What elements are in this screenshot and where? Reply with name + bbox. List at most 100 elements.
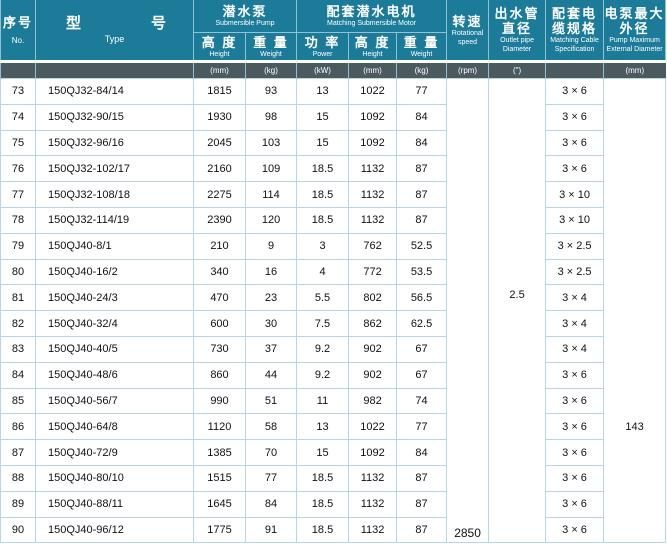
unit: (mm) xyxy=(603,60,666,79)
cell-power: 13 xyxy=(296,413,350,441)
header-pump: 潜水泵 Submersible Pump xyxy=(192,0,298,33)
header-type: 型号 Type xyxy=(35,0,194,62)
cell-pump-weight: 44 xyxy=(244,361,298,389)
cell-pump-weight: 77 xyxy=(244,464,298,492)
cell-no: 75 xyxy=(0,129,36,157)
cell-power: 9.2 xyxy=(296,361,350,389)
cell-type: 150QJ40-8/1 xyxy=(35,232,194,260)
header-motor-height: 高 度 Height xyxy=(348,32,398,62)
cell-cable: 3 × 6 xyxy=(545,439,605,466)
header-no: 序号 No. xyxy=(0,0,36,62)
cell-motor-height: 1132 xyxy=(348,464,398,492)
cell-power: 5.5 xyxy=(296,284,350,312)
cell-motor-weight: 84 xyxy=(396,103,448,131)
cell-pump-height: 860 xyxy=(193,361,246,389)
header-power: 功 率 Power xyxy=(296,32,350,62)
cell-type: 150QJ32-84/14 xyxy=(35,78,194,105)
cell-cable: 3 × 4 xyxy=(545,310,605,337)
table-row: 84 150QJ40-48/6 860 44 9.2 902 67 3 × 6 xyxy=(0,361,666,389)
cell-motor-height: 1132 xyxy=(348,155,398,183)
cell-pump-weight: 98 xyxy=(244,103,298,131)
header-cable: 配套电缆规格 Matching Cable Specification xyxy=(545,0,605,62)
cell-motor-weight: 67 xyxy=(396,335,448,363)
header-pump-weight: 重 量 Weight xyxy=(244,32,298,62)
cell-pump-height: 1815 xyxy=(193,78,246,105)
cell-pump-weight: 70 xyxy=(244,439,298,466)
cell-power: 15 xyxy=(296,129,350,157)
cell-type: 150QJ40-48/6 xyxy=(35,361,194,389)
cell-cable: 3 × 6 xyxy=(545,490,605,518)
cell-cable: 3 × 2.5 xyxy=(545,232,605,260)
cell-power: 18.5 xyxy=(296,464,350,492)
cell-type: 150QJ40-40/5 xyxy=(35,335,194,363)
cell-no: 89 xyxy=(0,490,36,518)
cell-type: 150QJ40-64/8 xyxy=(35,413,194,441)
cell-power: 18.5 xyxy=(296,155,350,183)
cell-motor-height: 902 xyxy=(348,361,398,389)
cell-pump-weight: 93 xyxy=(244,78,298,105)
cell-power: 18.5 xyxy=(296,516,350,544)
cell-no: 81 xyxy=(0,284,36,312)
header-pump-height: 高 度 Height xyxy=(193,32,246,62)
cell-speed: 2850 xyxy=(446,77,490,544)
unit: (kW) xyxy=(296,60,349,79)
cell-power: 11 xyxy=(296,387,350,415)
cell-pump-weight: 9 xyxy=(244,232,298,260)
cell-type: 150QJ32-108/18 xyxy=(35,181,194,208)
table-row: 83 150QJ40-40/5 730 37 9.2 902 67 3 × 4 xyxy=(0,335,666,363)
cell-cable: 3 × 2.5 xyxy=(545,258,605,286)
cell-motor-height: 1092 xyxy=(348,439,398,466)
unit: (kg) xyxy=(396,60,447,79)
cell-pump-weight: 37 xyxy=(244,335,298,363)
cell-power: 18.5 xyxy=(296,181,350,208)
cell-power: 3 xyxy=(296,232,350,260)
table-row: 88 150QJ40-80/10 1515 77 18.5 1132 87 3 × 6 xyxy=(0,464,666,492)
cell-power: 15 xyxy=(296,103,350,131)
cell-no: 82 xyxy=(0,310,36,337)
cell-motor-height: 772 xyxy=(348,258,398,286)
table-row: 73 150QJ32-84/14 1815 93 13 1022 77 2850 2.5 3 × … xyxy=(0,77,667,544)
cell-power: 15 xyxy=(296,439,350,466)
cell-motor-weight: 52.5 xyxy=(396,232,448,260)
cell-type: 150QJ40-80/10 xyxy=(35,464,194,492)
cell-pump-height: 1120 xyxy=(193,413,246,441)
cell-pump-weight: 109 xyxy=(244,155,298,183)
cell-outlet: 2.5 xyxy=(488,77,547,544)
cell-pump-weight: 51 xyxy=(244,387,298,415)
cell-pump-weight: 30 xyxy=(244,310,298,337)
cell-pump-weight: 23 xyxy=(244,284,298,312)
cell-cable: 3 × 6 xyxy=(545,78,605,105)
units-row: (mm) (kg) (kW) (mm) (kg) (rpm) (") (mm) xyxy=(0,60,666,79)
header-motor-weight: 重 量 Weight xyxy=(396,32,448,62)
cell-pump-height: 730 xyxy=(193,335,246,363)
cell-cable: 3 × 4 xyxy=(545,284,605,312)
cell-pump-height: 2275 xyxy=(193,181,246,208)
cell-pump-weight: 103 xyxy=(244,129,298,157)
cell-no: 83 xyxy=(0,335,36,363)
table-row: 85 150QJ40-56/7 990 51 11 982 74 3 × 6 xyxy=(0,387,666,415)
cell-type: 150QJ32-90/15 xyxy=(35,103,194,131)
cell-type: 150QJ40-88/11 xyxy=(35,490,194,518)
cell-no: 73 xyxy=(0,78,36,105)
cell-cable: 3 × 6 xyxy=(545,464,605,492)
cell-power: 13 xyxy=(296,78,350,105)
cell-motor-height: 862 xyxy=(348,310,398,337)
cell-motor-weight: 53.5 xyxy=(396,258,448,286)
cell-power: 18.5 xyxy=(296,490,350,518)
cell-pump-height: 1645 xyxy=(193,490,246,518)
cell-pump-height: 340 xyxy=(193,258,246,286)
cell-type: 150QJ32-96/16 xyxy=(35,129,194,157)
cell-no: 90 xyxy=(0,516,36,544)
cell-motor-height: 902 xyxy=(348,335,398,363)
cell-motor-weight: 74 xyxy=(396,387,448,415)
table-row: 74 150QJ32-90/15 1930 98 15 1092 84 3 × 6 xyxy=(0,103,666,131)
cell-no: 84 xyxy=(0,361,36,389)
cell-cable: 3 × 10 xyxy=(545,206,605,234)
cell-motor-weight: 56.5 xyxy=(396,284,448,312)
cell-motor-height: 1132 xyxy=(348,206,398,234)
unit: (") xyxy=(488,60,546,79)
header-speed: 转速 Rotational speed xyxy=(446,0,490,62)
cell-motor-height: 802 xyxy=(348,284,398,312)
table-row: 79 150QJ40-8/1 210 9 3 762 52.5 3 × 2.5 xyxy=(0,232,666,260)
cell-motor-height: 1092 xyxy=(348,103,398,131)
